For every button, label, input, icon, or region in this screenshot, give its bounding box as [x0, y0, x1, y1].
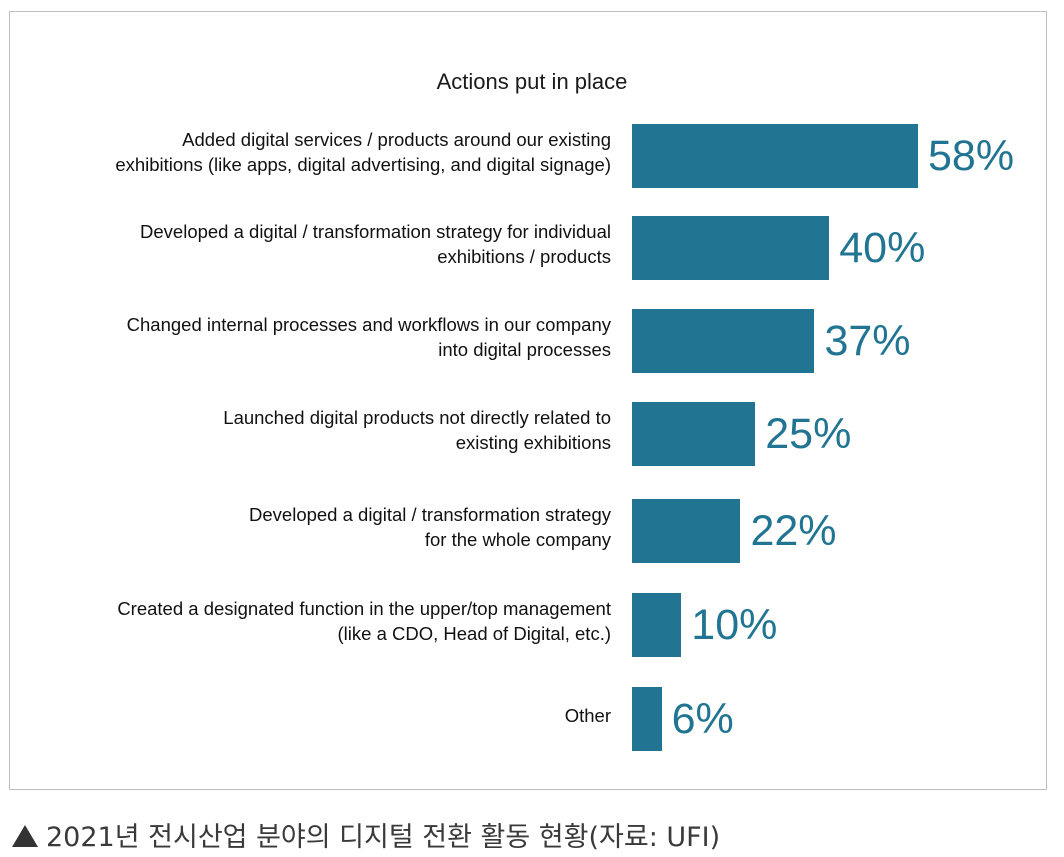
bar: [632, 593, 682, 657]
category-label: Developed a digital / transformation str…: [140, 221, 611, 267]
data-label: 25%: [765, 410, 852, 458]
bar: [632, 124, 918, 188]
chart-title: Actions put in place: [436, 69, 628, 94]
bar: [632, 216, 830, 280]
caption-text: 2021년 전시산업 분야의 디지털 전환 활동 현황(자료: UFI): [46, 822, 721, 853]
data-label: 40%: [839, 224, 926, 272]
data-label: 37%: [824, 317, 911, 365]
category-label: Created a designated function in the upp…: [117, 598, 611, 644]
bar: [632, 499, 741, 563]
data-label: 10%: [691, 601, 778, 649]
data-label: 22%: [750, 507, 837, 555]
bar: [632, 309, 815, 373]
bar: [632, 687, 662, 751]
figure-caption: 2021년 전시산업 분야의 디지털 전환 활동 현황(자료: UFI): [12, 815, 720, 854]
data-label: 6%: [671, 695, 734, 743]
triangle-up-icon: [12, 825, 38, 847]
category-label: Developed a digital / transformation str…: [249, 504, 611, 550]
category-label: Other: [564, 704, 611, 726]
data-label: 58%: [928, 132, 1015, 180]
category-label: Added digital services / products around…: [115, 129, 611, 175]
category-label: Changed internal processes and workflows…: [126, 314, 611, 360]
category-label: Launched digital products not directly r…: [223, 407, 611, 453]
bar: [632, 402, 756, 466]
